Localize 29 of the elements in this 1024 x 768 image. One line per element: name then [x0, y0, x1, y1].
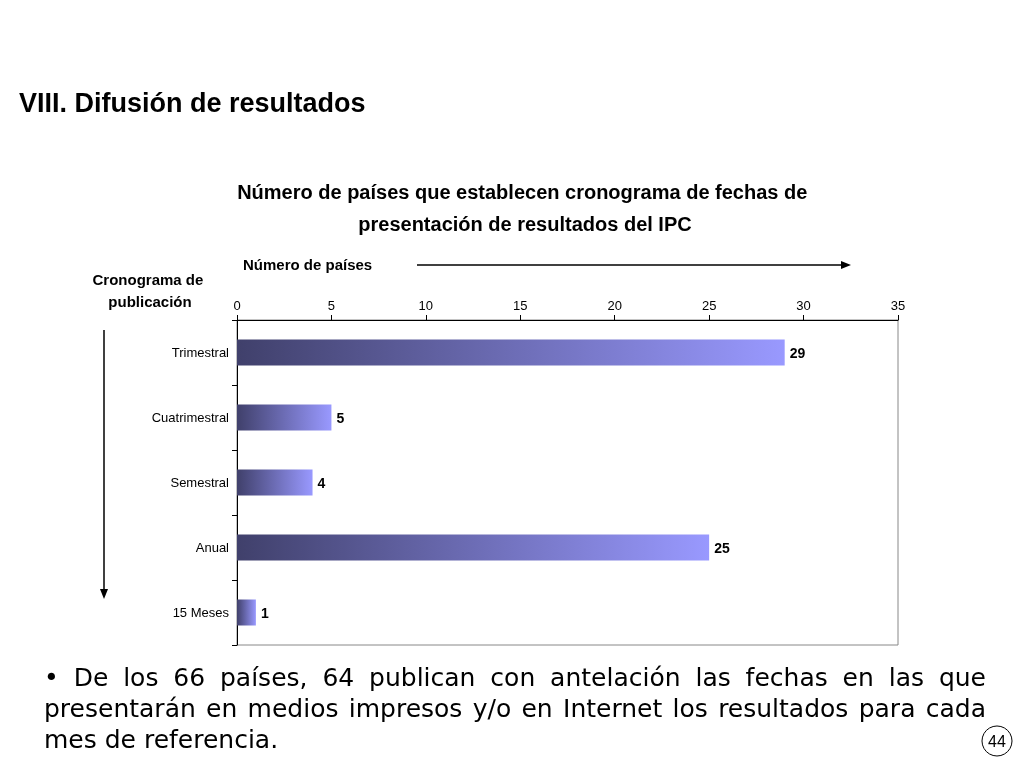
x-tick-label: 20: [607, 298, 622, 313]
y-tick-label: Cuatrimestral: [151, 410, 230, 425]
data-label: 25: [714, 539, 730, 556]
y-tick-label: 15 Meses: [172, 605, 230, 620]
text: • De los 66 países, 64 publican con antelación las fechas en las que presentarán en medios impresos y/o en Internet los resultados para cada mes de referencia.: [44, 662, 986, 755]
x-tick-label: 10: [418, 298, 434, 313]
y-axis-title: Cronograma de publicación: [92, 270, 208, 310]
x-tick-label: 15: [513, 298, 528, 313]
x-axis-title: Número de países: [243, 256, 373, 273]
bar: [237, 469, 313, 496]
data-label: 29: [789, 344, 806, 361]
data-label: 4: [317, 474, 326, 491]
chart-subtitle: Número de países que establecen cronograma de fechas de presentación de resultados del IPC: [237, 181, 813, 235]
x-tick-label: 35: [890, 298, 906, 313]
chart-title: VIII. Difusión de resultados: [19, 87, 366, 118]
text: 44: [988, 732, 1006, 750]
x-tick-label: 0: [233, 298, 241, 313]
bar: [237, 339, 785, 366]
x-tick-label: 30: [796, 298, 811, 313]
y-tick-label: Anual: [195, 540, 230, 555]
y-tick-label: Semestral: [170, 475, 230, 490]
data-label: 1: [260, 604, 269, 621]
bar: [237, 599, 256, 626]
y-tick-label: Trimestral: [171, 345, 230, 360]
data-label: 5: [336, 409, 345, 426]
bar: [237, 534, 710, 561]
x-tick-label: 25: [701, 298, 717, 313]
bar: [237, 404, 332, 431]
x-tick-label: 5: [327, 298, 336, 313]
